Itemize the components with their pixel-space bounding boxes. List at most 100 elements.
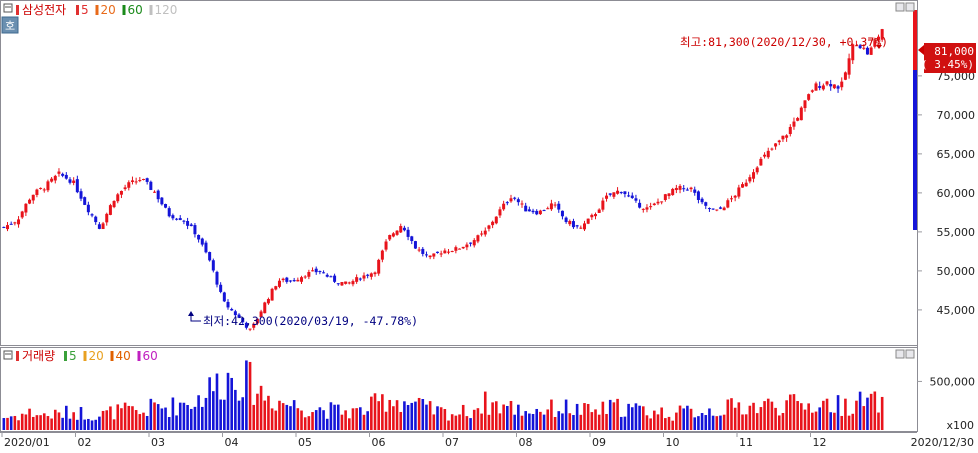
candle-body (439, 253, 443, 255)
candle-body (667, 193, 671, 197)
candle-body (263, 302, 267, 314)
candle-body (344, 281, 348, 284)
ma-legend-label: 20 (101, 3, 116, 17)
volume-bar (17, 420, 20, 430)
volume-bar (693, 417, 697, 430)
candle-body (814, 83, 818, 91)
candle-body (752, 172, 756, 179)
candle-body (347, 282, 351, 284)
x-tick-label: 12 (813, 436, 827, 449)
candle-body (663, 194, 667, 200)
volume-bar (469, 418, 472, 430)
x-tick-label: 07 (445, 436, 459, 449)
last-price-range-up (913, 10, 917, 70)
candle-body (502, 203, 506, 210)
volume-bar (528, 413, 531, 430)
volume-bar (755, 413, 759, 430)
volume-bar (539, 411, 542, 430)
volume-bar (858, 391, 862, 430)
candle-body (292, 280, 296, 282)
minimize-button[interactable] (895, 2, 905, 12)
candle-body (61, 173, 65, 176)
volume-bar (722, 414, 726, 430)
volume-bar (866, 397, 869, 430)
volume-bar (777, 415, 781, 430)
volume-bar (766, 398, 770, 430)
volume-bar (800, 403, 803, 430)
candle-body (498, 209, 502, 216)
candle-body (774, 143, 778, 147)
low-annotation-arrowhead (188, 311, 194, 316)
candle-body (487, 225, 491, 229)
volume-bar (131, 406, 134, 430)
volume-bar (175, 415, 178, 430)
volume-panel-window-buttons[interactable] (895, 349, 915, 359)
candle-body (417, 249, 421, 251)
candle-body (744, 182, 748, 187)
x-axis-end-label: 2020/12/30 (911, 436, 974, 449)
candle-body (311, 270, 315, 272)
volume-bar (450, 414, 454, 430)
candle-body (638, 202, 642, 208)
panel-menu-icon[interactable] (3, 3, 13, 13)
candle-body (693, 189, 697, 193)
volume-bar (873, 391, 877, 430)
volume-bar (208, 377, 211, 430)
candle-body (182, 220, 186, 222)
candle-body (880, 29, 884, 40)
hoga-button[interactable]: 호 (1, 16, 19, 34)
volume-maximize-button[interactable] (905, 349, 915, 359)
volume-bar (204, 397, 208, 430)
candle-body (873, 41, 877, 47)
volume-bars (2, 360, 884, 430)
candle-body (527, 209, 531, 212)
ma-legend-swatch (83, 351, 87, 361)
candle-body (428, 255, 432, 258)
candle-body (388, 235, 392, 240)
candle-body (685, 189, 689, 191)
volume-bar (329, 402, 333, 430)
candle-body (461, 246, 465, 249)
volume-bar (421, 399, 425, 430)
candle-body (601, 200, 605, 210)
volume-bar (623, 416, 627, 430)
title-color-swatch (16, 5, 19, 15)
candle-body (840, 81, 844, 88)
volume-bar (116, 404, 120, 430)
candle-body (505, 202, 509, 204)
volume-bar (682, 408, 686, 430)
candle-body (656, 201, 660, 204)
volume-bar (230, 377, 233, 430)
volume-bar (785, 400, 788, 430)
price-tick-label: 55,000 (937, 226, 976, 239)
volume-bar (608, 399, 612, 430)
volume-bar (487, 414, 491, 430)
volume-bar (13, 415, 17, 430)
volume-bar (447, 420, 450, 430)
volume-bar (656, 414, 660, 430)
candle-body (627, 195, 631, 197)
volume-bar (6, 417, 9, 430)
volume-bar (502, 404, 505, 430)
candle-body (413, 241, 417, 249)
volume-bar (649, 418, 652, 430)
volume-panel-menu-icon[interactable] (3, 350, 13, 360)
volume-minimize-button[interactable] (895, 349, 905, 359)
high-annotation: 최고:81,300(2020/12/30, +0.37%) (680, 35, 888, 49)
candle-body (803, 100, 807, 109)
price-tick-label: 75,000 (937, 70, 976, 83)
price-panel-window-buttons[interactable] (895, 2, 915, 12)
volume-bar (553, 416, 557, 430)
candle-body (571, 221, 575, 228)
volume-bar (641, 406, 645, 430)
volume-bar (256, 393, 259, 430)
maximize-button[interactable] (905, 2, 915, 12)
candle-body (619, 192, 623, 194)
volume-bar (601, 401, 605, 430)
candle-body (300, 277, 304, 282)
volume-bar (98, 416, 101, 430)
volume-bar (634, 403, 638, 430)
candle-body (634, 198, 638, 201)
volume-bar (410, 402, 414, 430)
